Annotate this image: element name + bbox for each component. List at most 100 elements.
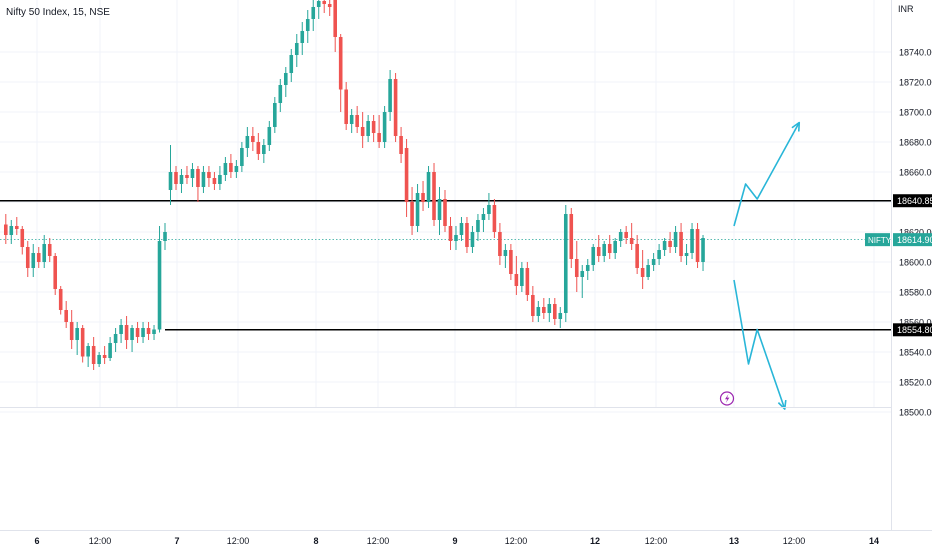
candle-body [624,232,628,238]
candle-body [646,265,650,277]
candle-down [47,238,52,262]
candle-down [377,115,381,148]
candle-down [4,214,8,244]
candle-up [201,166,206,193]
candle-up [190,163,195,187]
candle-up [86,343,90,367]
candle-down [465,217,469,253]
price-tick-label: 18560.00 [899,318,932,328]
level-badge-text: 18640.85 [897,196,932,206]
candle-down [344,82,348,130]
candle-body [574,259,579,277]
level-badge [893,323,932,337]
candle-up [294,34,299,67]
candle-body [240,148,244,166]
candle-body [338,37,343,90]
time-axis[interactable]: 6 12:00 7 12:00 8 12:00 9 12:00 12 12:00 13 12:00 14 [34,536,879,546]
candle-body [113,334,118,343]
candle-body [618,232,623,241]
candle-body [487,205,491,214]
symbol-badge-text: NIFTY [868,236,892,245]
projection-line [733,279,786,410]
candle-up [613,238,617,259]
candle-body [470,232,475,247]
candle-body [179,175,184,184]
candle-body [388,79,392,112]
candle-up [97,352,101,367]
candle-body [168,172,173,190]
candle-down [25,241,30,277]
candle-body [245,136,250,148]
candle-body [174,172,178,184]
candle-up [168,145,173,205]
candle-body [91,346,96,364]
candle-down [322,0,327,13]
candle-body [152,329,156,334]
price-tick-label: 18540.00 [899,348,932,358]
candle-body [256,142,261,154]
time-tick-label: 9 [452,536,457,546]
candle-body [393,79,398,136]
candle-body [443,199,447,226]
currency-label: INR [898,4,914,14]
candle-up [234,160,239,178]
candle-body [97,355,101,364]
candle-down [53,253,58,295]
candle-body [695,229,700,262]
candle-up [141,322,145,343]
candle-body [9,226,14,235]
candle-up [223,157,228,181]
candle-body [278,85,283,103]
candle-body [316,1,321,7]
candle-body [42,244,47,262]
candle-body [20,229,25,247]
candle-up [646,259,650,280]
candle-up [75,322,79,355]
price-tick-label: 18500.00 [899,408,932,418]
candle-down [525,262,530,301]
candle-body [465,223,469,247]
candle-up [701,235,705,271]
time-tick-label: 7 [174,536,179,546]
candle-down [432,163,436,226]
price-axis[interactable]: 18500.00 18520.00 18540.00 18560.00 18580.00… [899,48,932,418]
candle-body [349,115,354,124]
candle-up [481,208,486,232]
arrow-head [791,121,801,132]
candle-body [36,253,41,262]
candle-body [311,7,316,19]
candle-body [591,247,596,265]
time-tick-label: 14 [869,536,879,546]
lightning-bolt-icon[interactable] [719,391,735,406]
candle-down [256,133,261,160]
candle-down [212,172,217,190]
candle-down [102,346,107,364]
candle-down [124,316,129,349]
candle-body [102,355,107,358]
candle-down [36,247,41,268]
time-tick-label: 12:00 [505,536,528,546]
candle-up [283,67,288,97]
candle-up [289,49,294,82]
candle-body [607,244,612,253]
candle-up [316,0,321,19]
candle-down [542,298,546,319]
candle-down [635,235,639,274]
candle-down [91,337,96,370]
candle-down [596,235,601,262]
candle-body [525,268,530,295]
candle-body [196,169,200,187]
candle-body [459,223,464,235]
candle-down [695,223,700,268]
candle-up [454,226,458,250]
candle-body [251,136,255,142]
candle-body [201,172,206,187]
candle-up [651,253,656,271]
candle-down [607,235,612,259]
candle-down [531,286,535,322]
candle-body [371,121,376,133]
candle-body [322,1,327,4]
candle-body [531,295,535,316]
candle-body [333,0,337,37]
candle-body [514,274,519,286]
